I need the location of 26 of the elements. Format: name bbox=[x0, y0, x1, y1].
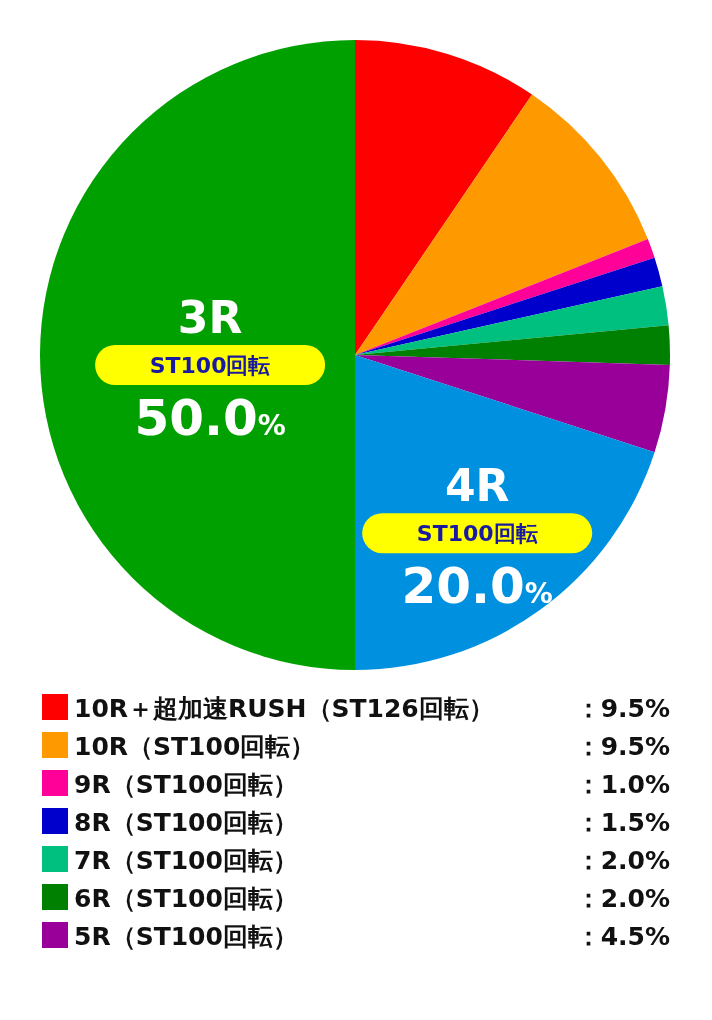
data-label: 50.0% bbox=[134, 389, 286, 447]
legend-label: 10R（ST100回転） bbox=[74, 732, 316, 761]
legend-label: 8R（ST100回転） bbox=[74, 808, 298, 837]
legend-label: 9R（ST100回転） bbox=[74, 770, 298, 799]
data-label: ：1.5% bbox=[575, 808, 670, 837]
data-label: ：9.5% bbox=[575, 732, 670, 761]
legend-label: 6R（ST100回転） bbox=[74, 884, 298, 913]
pie-slice bbox=[40, 40, 355, 670]
pie-slice bbox=[355, 286, 669, 355]
data-label: ：2.0% bbox=[575, 884, 670, 913]
pie-slice bbox=[355, 94, 648, 355]
data-label: ：9.5% bbox=[575, 694, 670, 723]
text: ST100回転 bbox=[149, 353, 271, 378]
data-label: 20.0% bbox=[401, 557, 553, 616]
legend-label: 7R（ST100回転） bbox=[74, 846, 298, 875]
data-label: ：1.0% bbox=[575, 770, 670, 799]
slice-label: 3R bbox=[177, 292, 243, 343]
legend-label: 10R＋超加速RUSH（ST126回転） bbox=[74, 694, 494, 723]
legend-label: 5R（ST100回転） bbox=[74, 922, 298, 951]
data-label: ：2.0% bbox=[575, 846, 670, 875]
pie-slice bbox=[355, 40, 533, 355]
pie-slice bbox=[355, 355, 670, 453]
data-label: ：4.5% bbox=[575, 922, 670, 951]
pie-slice bbox=[355, 239, 655, 355]
text: ST100回転 bbox=[416, 521, 538, 547]
slice-label: 4R bbox=[444, 460, 510, 512]
